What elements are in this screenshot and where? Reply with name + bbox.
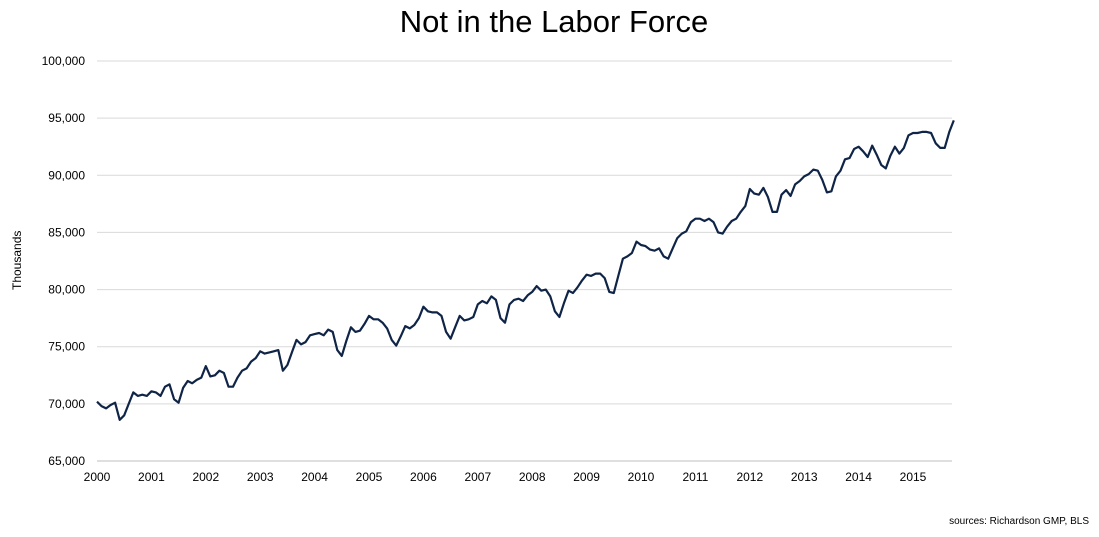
x-tick-label: 2011 bbox=[682, 470, 708, 484]
x-tick-label: 2004 bbox=[301, 470, 328, 484]
y-tick-label: 65,000 bbox=[48, 454, 85, 468]
gridlines bbox=[97, 60, 952, 462]
x-tick-labels: 2000 2001 2002 2003 2004 2005 2006 2007 2008 2009… bbox=[84, 470, 927, 484]
y-tick-labels: 65,000 70,000 75,000 80,000 85,000 90,000 95,0… bbox=[42, 54, 86, 468]
x-tick-label: 2001 bbox=[138, 470, 165, 484]
x-tick-label: 2015 bbox=[900, 470, 927, 484]
y-tick-label: 70,000 bbox=[48, 397, 85, 411]
x-tick-label: 2007 bbox=[464, 470, 491, 484]
x-tick-label: 2012 bbox=[736, 470, 763, 484]
y-tick-label: 95,000 bbox=[48, 111, 85, 125]
x-tick-label: 2008 bbox=[519, 470, 546, 484]
series-line bbox=[96, 119, 955, 421]
x-tick-label: 2000 bbox=[84, 470, 111, 484]
y-tick-label: 85,000 bbox=[48, 225, 85, 239]
chart-title: Not in the Labor Force bbox=[399, 4, 709, 39]
y-tick-label: 100,000 bbox=[42, 54, 86, 68]
x-tick-label: 2014 bbox=[845, 470, 872, 484]
source-note: sources: Richardson GMP, BLS bbox=[949, 516, 1089, 527]
y-tick-label: 75,000 bbox=[48, 340, 85, 354]
y-tick-label: 90,000 bbox=[48, 168, 85, 182]
x-tick-label: 2010 bbox=[628, 470, 655, 484]
x-tick-label: 2002 bbox=[192, 470, 219, 484]
x-tick-label: 2013 bbox=[791, 470, 818, 484]
x-tick-label: 2003 bbox=[247, 470, 274, 484]
x-tick-label: 2009 bbox=[573, 470, 600, 484]
x-tick-label: 2006 bbox=[410, 470, 437, 484]
x-tick-label: 2005 bbox=[356, 470, 383, 484]
y-tick-label: 80,000 bbox=[48, 283, 85, 297]
